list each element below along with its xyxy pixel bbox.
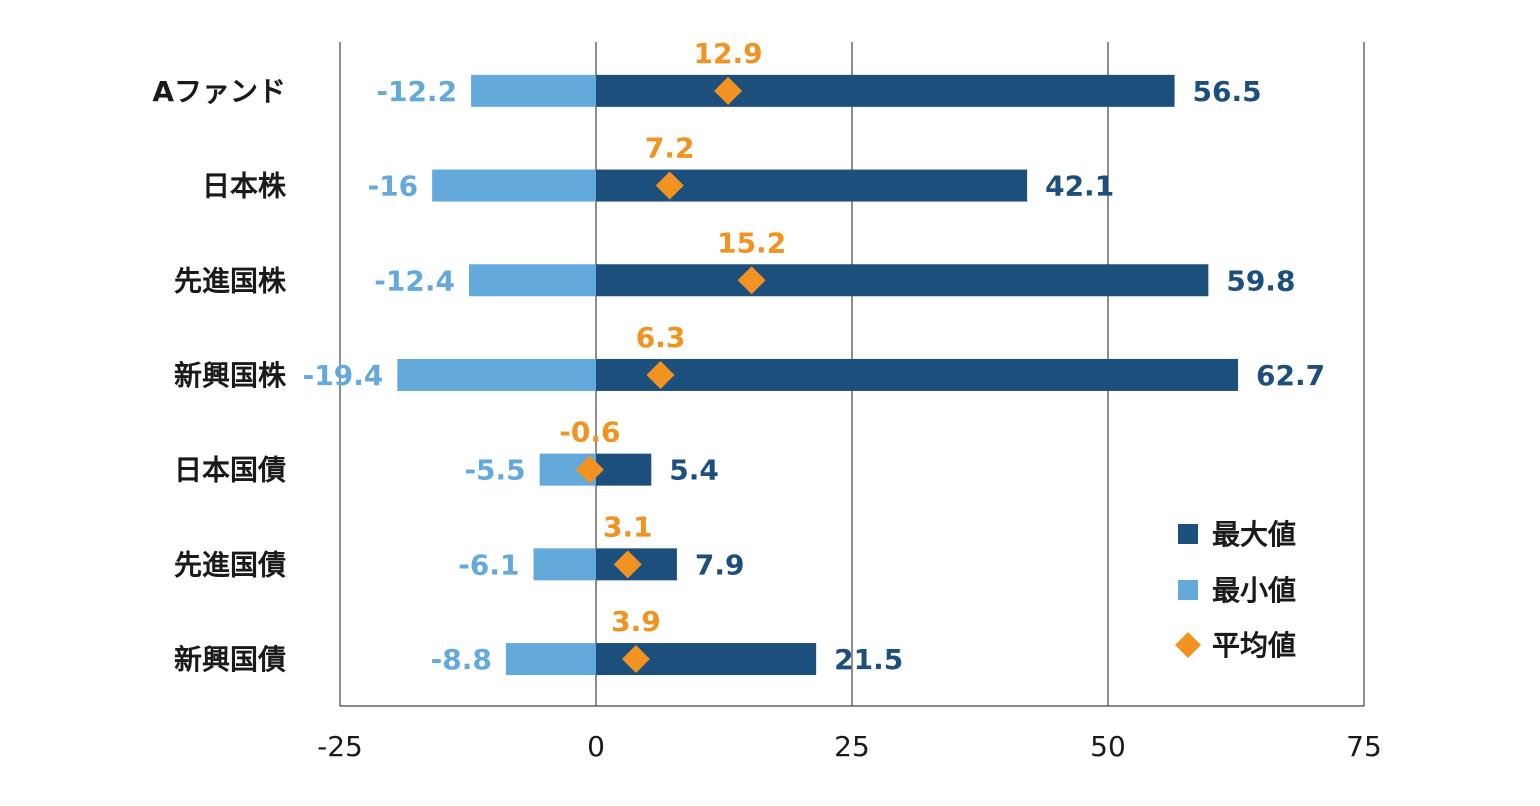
avg-marker — [646, 360, 675, 389]
avg-marker — [613, 550, 642, 579]
max-value-label: 59.8 — [1226, 264, 1295, 297]
avg-value-label: 7.2 — [645, 132, 695, 165]
x-tick-label: 25 — [834, 730, 870, 763]
x-tick-label: 0 — [587, 730, 605, 763]
category-label: 日本国債 — [174, 454, 286, 487]
avg-value-label: 12.9 — [694, 37, 763, 70]
avg-marker — [575, 455, 604, 484]
min-value-label: -12.2 — [376, 75, 457, 108]
min-bar — [533, 548, 596, 581]
legend-swatch-min — [1178, 580, 1198, 600]
legend-swatch-max — [1178, 524, 1198, 544]
max-bar — [596, 74, 1175, 107]
avg-marker — [655, 171, 684, 200]
label-layer: Aファンド -12.2 56.5 12.9 日本株 -16 42.1 7.2 先進国株 -12.4… — [152, 37, 1325, 676]
avg-marker — [714, 76, 743, 105]
min-bar — [505, 643, 596, 676]
min-value-label: -6.1 — [458, 548, 519, 581]
max-bar — [596, 358, 1239, 391]
min-value-label: -19.4 — [303, 359, 384, 392]
category-label: 先進国株 — [174, 264, 287, 297]
avg-value-label: 6.3 — [636, 321, 686, 354]
min-value-label: -12.4 — [374, 264, 455, 297]
legend-label-min: 最小値 — [1212, 574, 1296, 607]
category-label: Aファンド — [152, 75, 286, 108]
bar-layer — [397, 74, 1239, 676]
max-value-label: 21.5 — [834, 643, 903, 676]
min-value-label: -8.8 — [431, 643, 492, 676]
min-value-label: -5.5 — [464, 454, 525, 487]
max-value-label: 42.1 — [1045, 170, 1114, 203]
min-value-label: -16 — [368, 170, 419, 203]
category-label: 日本株 — [202, 170, 287, 203]
category-label: 新興国債 — [174, 643, 286, 676]
min-bar — [397, 358, 596, 391]
min-bar — [471, 74, 596, 107]
x-tick-label: -25 — [317, 730, 363, 763]
avg-value-label: 3.1 — [603, 510, 653, 543]
legend-swatch-avg — [1175, 632, 1201, 658]
x-tick-label: 75 — [1346, 730, 1382, 763]
max-bar — [596, 264, 1209, 297]
min-bar — [432, 169, 596, 202]
avg-value-label: -0.6 — [559, 416, 620, 449]
min-bar — [469, 264, 596, 297]
x-tick-label: 50 — [1090, 730, 1126, 763]
avg-value-label: 3.9 — [611, 605, 661, 638]
avg-marker — [621, 645, 650, 674]
legend-label-max: 最大値 — [1212, 518, 1296, 551]
marker-layer — [575, 76, 766, 674]
max-value-label: 62.7 — [1256, 359, 1325, 392]
category-label: 新興国株 — [174, 359, 287, 392]
legend-label-avg: 平均値 — [1212, 629, 1296, 662]
max-value-label: 56.5 — [1193, 75, 1262, 108]
avg-marker — [737, 266, 766, 295]
max-value-label: 5.4 — [669, 454, 719, 487]
max-bar — [596, 453, 652, 486]
axis-layer: -25 0 25 50 75 — [317, 705, 1382, 763]
avg-value-label: 15.2 — [717, 226, 786, 259]
category-label: 先進国債 — [174, 548, 286, 581]
max-value-label: 7.9 — [695, 548, 745, 581]
